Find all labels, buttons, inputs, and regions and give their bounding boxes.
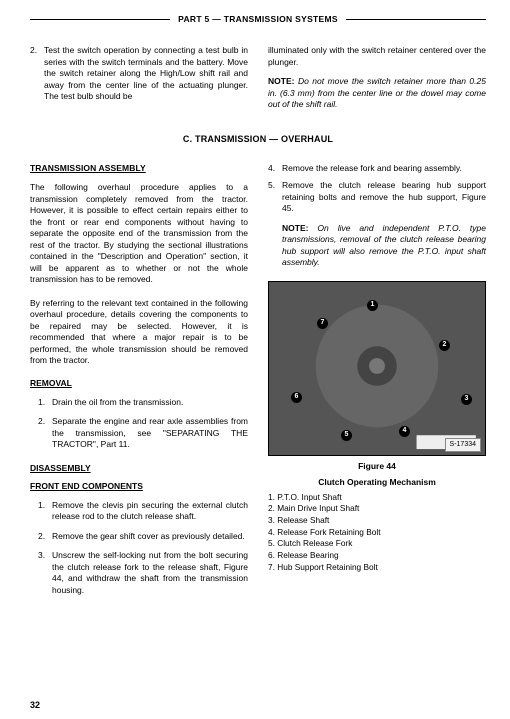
legend-3: 3. Release Shaft bbox=[268, 515, 486, 526]
step-4-num: 4. bbox=[268, 163, 282, 174]
removal-2-num: 2. bbox=[38, 416, 52, 450]
step-5-num: 5. bbox=[268, 180, 282, 214]
step-4: 4. Remove the release fork and bearing a… bbox=[268, 163, 486, 174]
main-block: TRANSMISSION ASSEMBLY The following over… bbox=[30, 163, 486, 604]
main-left-col: TRANSMISSION ASSEMBLY The following over… bbox=[30, 163, 248, 604]
right-note: NOTE: On live and independent P.T.O. typ… bbox=[282, 223, 486, 269]
front-3-text: Unscrew the self-locking nut from the bo… bbox=[52, 550, 248, 596]
heading-front-end: FRONT END COMPONENTS bbox=[30, 481, 248, 492]
figure-title: Clutch Operating Mechanism bbox=[268, 477, 486, 488]
callout-6: 6 bbox=[291, 392, 302, 403]
header-part: PART 5 bbox=[178, 14, 209, 24]
removal-1-num: 1. bbox=[38, 397, 52, 408]
front-item-2: 2. Remove the gear shift cover as previo… bbox=[38, 531, 248, 542]
legend-1: 1. P.T.O. Input Shaft bbox=[268, 492, 486, 503]
figure-label: Figure 44 bbox=[268, 461, 486, 472]
top-note-body: Do not move the switch retainer more tha… bbox=[268, 76, 486, 109]
step-4-text: Remove the release fork and bearing asse… bbox=[282, 163, 486, 174]
front-item-3: 3. Unscrew the self-locking nut from the… bbox=[38, 550, 248, 596]
legend-6: 6. Release Bearing bbox=[268, 550, 486, 561]
assembly-p2: By referring to the relevant text contai… bbox=[30, 298, 248, 367]
top-note: NOTE: Do not move the switch retainer mo… bbox=[268, 76, 486, 110]
top-item-2-num: 2. bbox=[30, 45, 44, 102]
removal-1-text: Drain the oil from the transmission. bbox=[52, 397, 248, 408]
right-note-body: On live and independent P.T.O. type tran… bbox=[282, 223, 486, 267]
figure-legend: 1. P.T.O. Input Shaft 2. Main Drive Inpu… bbox=[268, 492, 486, 573]
top-right-text: illuminated only with the switch retaine… bbox=[268, 45, 486, 68]
step-5: 5. Remove the clutch release bearing hub… bbox=[268, 180, 486, 214]
top-block: 2. Test the switch operation by connecti… bbox=[30, 45, 486, 110]
top-left-col: 2. Test the switch operation by connecti… bbox=[30, 45, 248, 110]
callout-5: 5 bbox=[341, 430, 352, 441]
legend-5: 5. Clutch Release Fork bbox=[268, 538, 486, 549]
page-header: PART 5 — TRANSMISSION SYSTEMS bbox=[30, 14, 486, 25]
removal-item-2: 2. Separate the engine and rear axle ass… bbox=[38, 416, 248, 450]
figure-tag: S-17334 bbox=[445, 438, 481, 451]
legend-7: 7. Hub Support Retaining Bolt bbox=[268, 562, 486, 573]
heading-disassembly: DISASSEMBLY bbox=[30, 463, 248, 474]
front-3-num: 3. bbox=[38, 550, 52, 596]
removal-item-1: 1. Drain the oil from the transmission. bbox=[38, 397, 248, 408]
callout-7: 7 bbox=[317, 318, 328, 329]
front-item-1: 1. Remove the clevis pin securing the ex… bbox=[38, 500, 248, 523]
callout-4: 4 bbox=[399, 426, 410, 437]
legend-4: 4. Release Fork Retaining Bolt bbox=[268, 527, 486, 538]
legend-2: 2. Main Drive Input Shaft bbox=[268, 503, 486, 514]
header-rule-left bbox=[30, 19, 170, 20]
front-2-text: Remove the gear shift cover as previousl… bbox=[52, 531, 248, 542]
top-right-col: illuminated only with the switch retaine… bbox=[268, 45, 486, 110]
top-item-2-text: Test the switch operation by connecting … bbox=[44, 45, 248, 102]
main-right-col: 4. Remove the release fork and bearing a… bbox=[268, 163, 486, 604]
header-text: PART 5 — TRANSMISSION SYSTEMS bbox=[170, 14, 346, 25]
callout-3: 3 bbox=[461, 394, 472, 405]
heading-removal: REMOVAL bbox=[30, 378, 248, 389]
assembly-p1: The following overhaul procedure applies… bbox=[30, 182, 248, 285]
header-title: TRANSMISSION SYSTEMS bbox=[224, 14, 338, 24]
removal-2-text: Separate the engine and rear axle assemb… bbox=[52, 416, 248, 450]
header-rule-right bbox=[346, 19, 486, 20]
page-number: 32 bbox=[30, 699, 40, 711]
removal-list: 1. Drain the oil from the transmission. … bbox=[30, 397, 248, 451]
front-2-num: 2. bbox=[38, 531, 52, 542]
section-c-heading: C. TRANSMISSION — OVERHAUL bbox=[30, 133, 486, 145]
heading-assembly: TRANSMISSION ASSEMBLY bbox=[30, 163, 248, 174]
callout-2: 2 bbox=[439, 340, 450, 351]
right-note-lead: NOTE: bbox=[282, 223, 308, 233]
figure-44: 1 2 3 4 5 6 7 S-17334 Figure 44 Clutch O… bbox=[268, 281, 486, 573]
front-list: 1. Remove the clevis pin securing the ex… bbox=[30, 500, 248, 596]
front-1-num: 1. bbox=[38, 500, 52, 523]
callout-1: 1 bbox=[367, 300, 378, 311]
front-1-text: Remove the clevis pin securing the exter… bbox=[52, 500, 248, 523]
step-5-text: Remove the clutch release bearing hub su… bbox=[282, 180, 486, 214]
header-dash: — bbox=[212, 14, 221, 24]
top-note-lead: NOTE: bbox=[268, 76, 294, 86]
top-item-2: 2. Test the switch operation by connecti… bbox=[30, 45, 248, 102]
figure-44-image: 1 2 3 4 5 6 7 S-17334 bbox=[268, 281, 486, 456]
